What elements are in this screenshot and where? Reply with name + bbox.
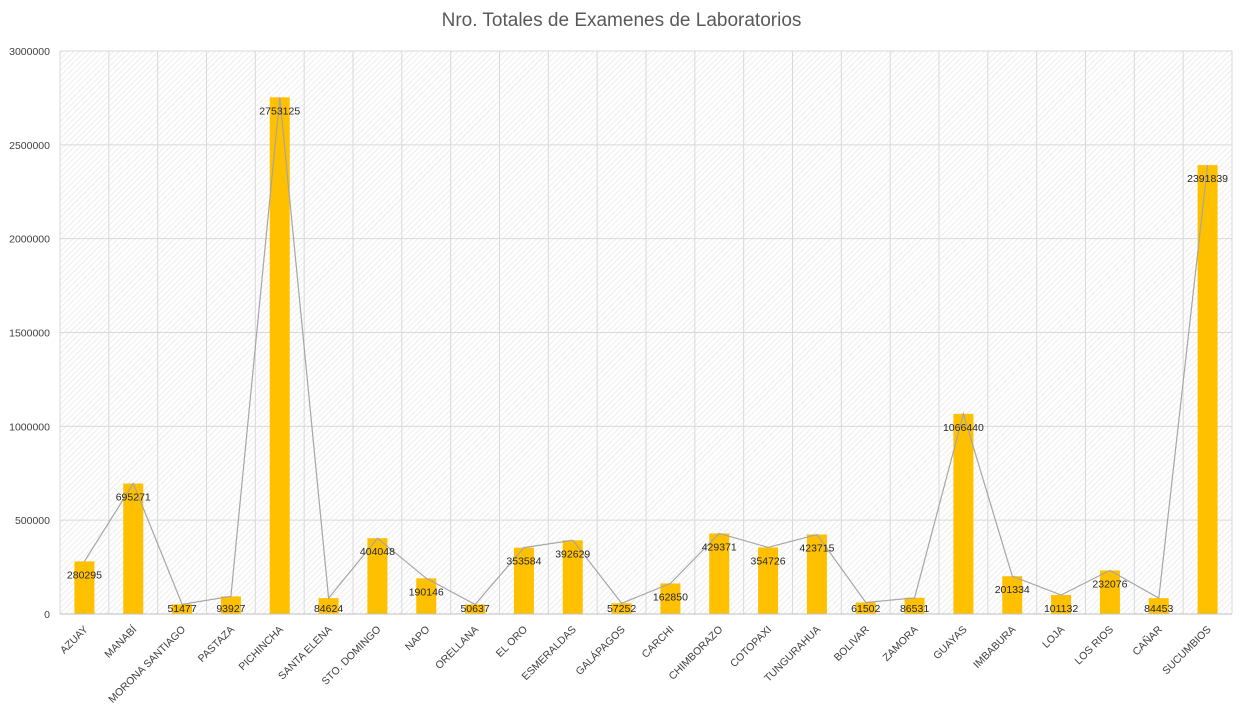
y-tick-label: 2000000 bbox=[9, 234, 50, 246]
bar bbox=[513, 547, 534, 614]
data-label: 86531 bbox=[900, 603, 929, 615]
data-label: 2753125 bbox=[259, 105, 300, 117]
x-tick-label: AZUAY bbox=[58, 624, 91, 657]
bar bbox=[367, 538, 388, 614]
x-tick-label: EL ORO bbox=[494, 624, 530, 660]
y-tick-label: 0 bbox=[44, 609, 50, 621]
bar bbox=[806, 534, 827, 614]
bar bbox=[1051, 595, 1072, 614]
x-tick-label: COTOPAXI bbox=[728, 624, 774, 670]
bar bbox=[855, 602, 876, 614]
data-label: 84624 bbox=[314, 603, 343, 615]
bar bbox=[220, 596, 241, 614]
data-label: 404048 bbox=[360, 546, 395, 558]
x-tick-label: BOLIVAR bbox=[832, 623, 872, 663]
x-tick-label: PICHINCHA bbox=[237, 624, 286, 673]
y-tick-label: 500000 bbox=[15, 515, 50, 527]
bar bbox=[953, 413, 974, 614]
x-tick-label: LOJA bbox=[1040, 624, 1067, 651]
data-label: 162850 bbox=[653, 591, 688, 603]
bar bbox=[709, 533, 730, 614]
bar bbox=[318, 598, 339, 614]
data-label: 84453 bbox=[1144, 603, 1173, 615]
bar bbox=[269, 97, 290, 615]
data-label: 695271 bbox=[116, 492, 151, 504]
x-tick-label: PASTAZA bbox=[196, 624, 237, 665]
data-label: 2391839 bbox=[1187, 173, 1228, 185]
data-label: 201334 bbox=[995, 584, 1030, 596]
data-label: 101132 bbox=[1044, 603, 1078, 615]
data-label: 429371 bbox=[702, 541, 737, 553]
bar bbox=[1148, 598, 1169, 614]
x-tick-label: MANABÍ bbox=[102, 623, 140, 661]
chart-title: Nro. Totales de Examenes de Laboratorios bbox=[441, 10, 802, 31]
x-tick-label: NAPO bbox=[403, 624, 433, 654]
data-label: 190146 bbox=[409, 586, 444, 598]
bar bbox=[611, 603, 632, 614]
bar bbox=[74, 561, 95, 614]
series-line bbox=[83, 97, 1209, 606]
data-label: 353584 bbox=[506, 556, 541, 568]
x-tick-label: CAÑAR bbox=[1130, 623, 1165, 658]
x-tick-label: IMBABURA bbox=[971, 624, 1018, 671]
data-label: 423715 bbox=[799, 542, 834, 554]
x-tick-label: ZAMORA bbox=[880, 624, 920, 664]
bar bbox=[904, 597, 925, 614]
data-label: 354726 bbox=[751, 555, 786, 567]
bar bbox=[465, 604, 486, 614]
bar bbox=[758, 547, 779, 614]
bar bbox=[416, 578, 437, 614]
x-tick-label: ORELLANA bbox=[433, 624, 481, 672]
bar bbox=[1099, 570, 1120, 614]
data-label: 50637 bbox=[460, 603, 489, 615]
data-label: 57252 bbox=[607, 603, 636, 615]
x-tick-label: GALÁPAGOS bbox=[573, 623, 628, 678]
bar bbox=[1002, 576, 1023, 614]
x-tick-label: GUAYAS bbox=[931, 624, 969, 662]
data-label: 392629 bbox=[555, 548, 590, 560]
bar bbox=[660, 583, 681, 614]
x-tick-label: CARCHI bbox=[640, 624, 677, 661]
bar bbox=[172, 604, 193, 614]
bar bbox=[123, 483, 144, 614]
y-tick-label: 3000000 bbox=[9, 46, 50, 58]
y-tick-label: 2500000 bbox=[9, 140, 50, 152]
y-tick-label: 1000000 bbox=[9, 421, 50, 433]
bar bbox=[562, 540, 583, 614]
data-label: 61502 bbox=[851, 603, 880, 615]
x-tick-label: LOS RIOS bbox=[1072, 624, 1116, 668]
y-tick-label: 1500000 bbox=[9, 328, 50, 340]
x-tick-label: SUCUMBIOS bbox=[1160, 624, 1213, 677]
data-label: 232076 bbox=[1092, 578, 1127, 590]
bar bbox=[1197, 165, 1218, 615]
data-label: 51477 bbox=[167, 603, 196, 615]
data-label: 1066440 bbox=[943, 422, 984, 434]
data-label: 93927 bbox=[216, 603, 245, 615]
data-label: 280295 bbox=[67, 569, 102, 581]
